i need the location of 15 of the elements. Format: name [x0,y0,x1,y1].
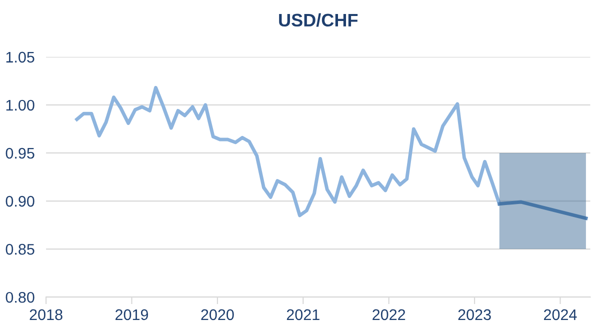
x-tick-label: 2020 [201,309,234,320]
y-tick-label: 0.85 [6,244,34,255]
y-tick-label: 0.80 [6,292,34,303]
x-tick-label: 2021 [286,309,320,320]
y-tick-label: 1.05 [6,52,34,63]
y-tick-label: 0.90 [6,196,34,207]
x-tick-label: 2018 [30,309,62,320]
x-tick-label: 2023 [458,309,491,320]
chart-title: USD/CHF [279,13,358,27]
x-tick-label: 2019 [116,309,148,320]
x-tick-label: 2024 [544,309,577,320]
y-tick-label: 1.00 [6,100,34,111]
x-tick-label: 2022 [372,309,406,320]
y-tick-label: 0.95 [6,148,34,159]
line-series [75,86,502,218]
